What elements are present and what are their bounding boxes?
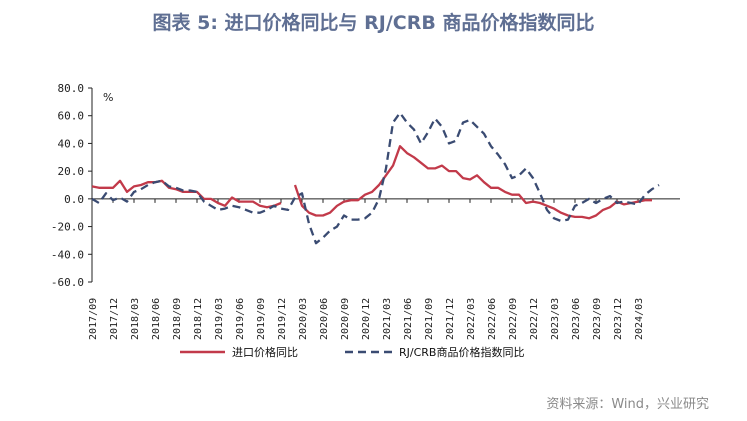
series-layer — [91, 111, 660, 245]
x-tick-label: 2021/09 — [424, 298, 435, 340]
x-tick-label: 2021/03 — [382, 298, 393, 340]
x-tick-label: 2018/09 — [172, 298, 183, 340]
x-tick-label: 2019/06 — [235, 298, 246, 340]
x-tick-label: 2018/03 — [130, 298, 141, 340]
x-tick-label: 2022/06 — [487, 298, 498, 340]
legend-label-rjcrb: RJ/CRB商品价格指数同比 — [399, 345, 524, 359]
x-tick-label: 2020/06 — [319, 298, 330, 340]
x-tick-label: 2017/12 — [109, 298, 120, 340]
chart-title: 图表 5: 进口价格同比与 RJ/CRB 商品价格指数同比 — [152, 12, 595, 34]
source-note: 资料来源：Wind，兴业研究 — [546, 397, 709, 412]
y-tick-label: 0.0 — [64, 193, 84, 206]
y-tick-label: 80.0 — [58, 82, 85, 95]
x-tick-label: 2022/09 — [508, 298, 519, 340]
x-tick-label: 2022/03 — [466, 298, 477, 340]
x-tick-label: 2020/03 — [298, 298, 309, 340]
unit-label: % — [103, 91, 113, 104]
y-tick-label: -40.0 — [51, 248, 84, 261]
legend-label-import-price: 进口价格同比 — [232, 345, 298, 359]
series-line-rjcrb — [91, 111, 660, 245]
x-tick-label: 2020/12 — [361, 298, 372, 340]
y-tick-label: 20.0 — [58, 165, 85, 178]
x-tick-label: 2017/09 — [88, 298, 99, 340]
x-tick-label: 2023/06 — [571, 298, 582, 340]
legend: 进口价格同比 RJ/CRB商品价格指数同比 — [180, 345, 524, 359]
x-tick-label: 2021/06 — [403, 298, 414, 340]
x-tick-label: 2018/06 — [151, 298, 162, 340]
x-tick-label: 2024/03 — [634, 298, 645, 340]
series-line-import-price — [293, 145, 652, 220]
x-ticks: 2017/09 2017/12 2018/03 2018/06 2018/09 2018/… — [88, 198, 645, 340]
x-tick-label: 2022/12 — [529, 298, 540, 340]
x-tick-label: 2019/12 — [277, 298, 288, 340]
x-tick-label: 2019/09 — [256, 298, 267, 340]
y-tick-label: 60.0 — [58, 110, 85, 123]
x-tick-label: 2018/12 — [193, 298, 204, 340]
x-tick-label: 2023/12 — [613, 298, 624, 340]
y-tick-label: -60.0 — [51, 276, 84, 289]
y-tick-label: 40.0 — [58, 137, 85, 150]
x-tick-label: 2021/12 — [445, 298, 456, 340]
x-tick-label: 2023/09 — [592, 298, 603, 340]
x-tick-label: 2020/09 — [340, 298, 351, 340]
axes — [91, 88, 680, 282]
series-line-import-price — [91, 179, 282, 209]
x-tick-label: 2019/03 — [214, 298, 225, 340]
x-tick-label: 2023/03 — [550, 298, 561, 340]
y-ticks: 80.0 60.0 40.0 20.0 0.0 -20.0 -40.0 -60.0 — [51, 82, 92, 289]
y-tick-label: -20.0 — [51, 221, 84, 234]
